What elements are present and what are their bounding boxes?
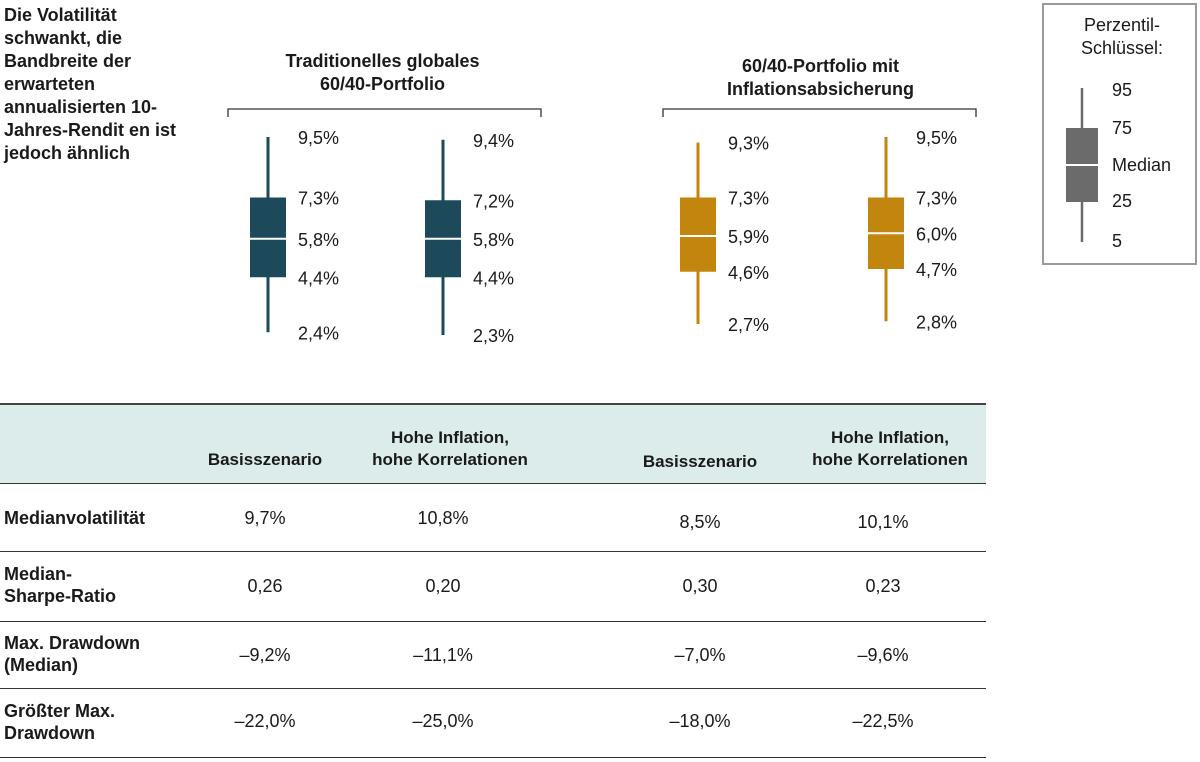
percentile-label: 7,3% <box>298 189 339 209</box>
row-header-sharpe-ratio: Median- Sharpe-Ratio <box>4 563 116 607</box>
table-cell: 0,30 <box>682 576 718 596</box>
table-cell: –22,0% <box>234 711 296 731</box>
legend-box <box>1042 3 1197 265</box>
row-header-line: Sharpe-Ratio <box>4 586 117 606</box>
table-rule <box>0 551 986 552</box>
column-header-line: Hohe Inflation, <box>390 428 510 447</box>
table-cell: 10,8% <box>417 508 469 528</box>
table-rule <box>0 688 986 689</box>
legend-label-95: 95 <box>1112 80 1133 100</box>
group-title-line1: 60/40-Portfolio mit <box>741 56 900 76</box>
group-title-line1: Traditionelles globales <box>285 51 480 71</box>
legend-title-line2: Schlüssel: <box>1080 38 1164 58</box>
column-header-line: Basisszenario <box>642 452 758 471</box>
table-cell: –7,0% <box>674 645 726 665</box>
percentile-label: 9,3% <box>728 134 769 154</box>
row-header-line: Größter Max. <box>4 701 116 721</box>
percentile-label: 5,9% <box>728 227 769 247</box>
column-header-line: Hohe Inflation, <box>830 428 950 447</box>
column-header-line: hohe Korrelationen <box>812 450 968 469</box>
table-cell: –9,6% <box>857 645 909 665</box>
percentile-label: 2,7% <box>728 315 769 335</box>
chart-headline: Die Volatilität schwankt, die Bandbreite… <box>4 5 177 163</box>
group-title-line2: Inflationsabsicherung <box>726 79 915 99</box>
table-cell: 0,23 <box>865 576 901 596</box>
legend-label-median: Median <box>1112 155 1172 175</box>
percentile-label: 7,3% <box>916 189 957 209</box>
percentile-label: 9,5% <box>298 128 339 148</box>
percentile-label: 7,2% <box>473 191 514 211</box>
percentile-label: 4,4% <box>473 268 514 288</box>
percentile-label: 6,0% <box>916 224 957 244</box>
group-title-inflation: 60/40-Portfolio mit Inflationsabsicherun… <box>668 55 973 101</box>
group-title-line2: 60/40-Portfolio <box>319 74 446 94</box>
row-header-line: Medianvolatilität <box>4 508 146 528</box>
percentile-label: 4,7% <box>916 260 957 280</box>
percentile-label: 7,3% <box>728 189 769 209</box>
boxplot-chart: 9,5% 7,3% 5,8% 4,4% 2,4% 9,4% 7,2% 5,8% 4,4% 2,3%… <box>227 108 977 346</box>
row-header-line: Max. Drawdown <box>4 633 141 653</box>
percentile-label: 2,4% <box>298 323 339 343</box>
row-header-line: Median- <box>4 564 73 584</box>
percentile-label: 2,3% <box>473 326 514 346</box>
table-rule <box>0 483 986 484</box>
legend-label-25: 25 <box>1112 191 1133 211</box>
legend-title: Perzentil- Schlüssel: <box>1062 14 1182 60</box>
percentile-label: 5,8% <box>298 230 339 250</box>
row-header-line: Drawdown <box>4 723 96 743</box>
column-header-basis-2: Basisszenario <box>620 451 780 473</box>
percentile-label: 2,8% <box>916 312 957 332</box>
table-cell: 10,1% <box>857 512 909 532</box>
table-cell: –9,2% <box>239 645 291 665</box>
table-cell: –25,0% <box>412 711 474 731</box>
legend-box-icon <box>1066 88 1098 242</box>
row-header-medianvolatilitaet: Medianvolatilität <box>4 507 145 529</box>
table-rule-bottom <box>0 757 986 758</box>
table-cell: 0,26 <box>247 576 283 596</box>
row-header-groesster-max-drawdown: Größter Max. Drawdown <box>4 700 115 744</box>
percentile-label: 5,8% <box>473 230 514 250</box>
column-header-line: hohe Korrelationen <box>372 450 528 469</box>
table-rule <box>0 621 986 622</box>
group-bracket-traditional <box>227 108 542 117</box>
column-header-inflation-1: Hohe Inflation, hohe Korrelationen <box>345 427 555 471</box>
percentile-label: 9,4% <box>473 131 514 151</box>
table-cell: –18,0% <box>669 711 731 731</box>
column-header-basis-1: Basisszenario <box>185 449 345 471</box>
group-bracket-inflation <box>662 108 977 117</box>
box-rect <box>250 197 286 278</box>
row-header-max-drawdown: Max. Drawdown (Median) <box>4 632 140 676</box>
column-header-line: Basisszenario <box>207 450 323 469</box>
percentile-label: 4,6% <box>728 263 769 283</box>
table-cell: 9,7% <box>244 508 286 528</box>
box-rect <box>680 197 716 272</box>
table-cell: 8,5% <box>679 512 721 532</box>
legend-label-75: 75 <box>1112 118 1133 138</box>
table-cell: 0,20 <box>425 576 461 596</box>
table-cell: –11,1% <box>413 645 473 665</box>
percentile-label: 9,5% <box>916 128 957 148</box>
row-header-line: (Median) <box>4 655 78 675</box>
legend-title-line1: Perzentil- <box>1083 15 1161 35</box>
table-rule-top <box>0 403 986 405</box>
table-header-background <box>0 404 986 483</box>
legend-label-5: 5 <box>1112 231 1123 251</box>
table-cell: –22,5% <box>852 711 914 731</box>
percentile-label: 4,4% <box>298 268 339 288</box>
group-title-traditional: Traditionelles globales 60/40-Portfolio <box>230 50 535 96</box>
column-header-inflation-2: Hohe Inflation, hohe Korrelationen <box>785 427 995 471</box>
